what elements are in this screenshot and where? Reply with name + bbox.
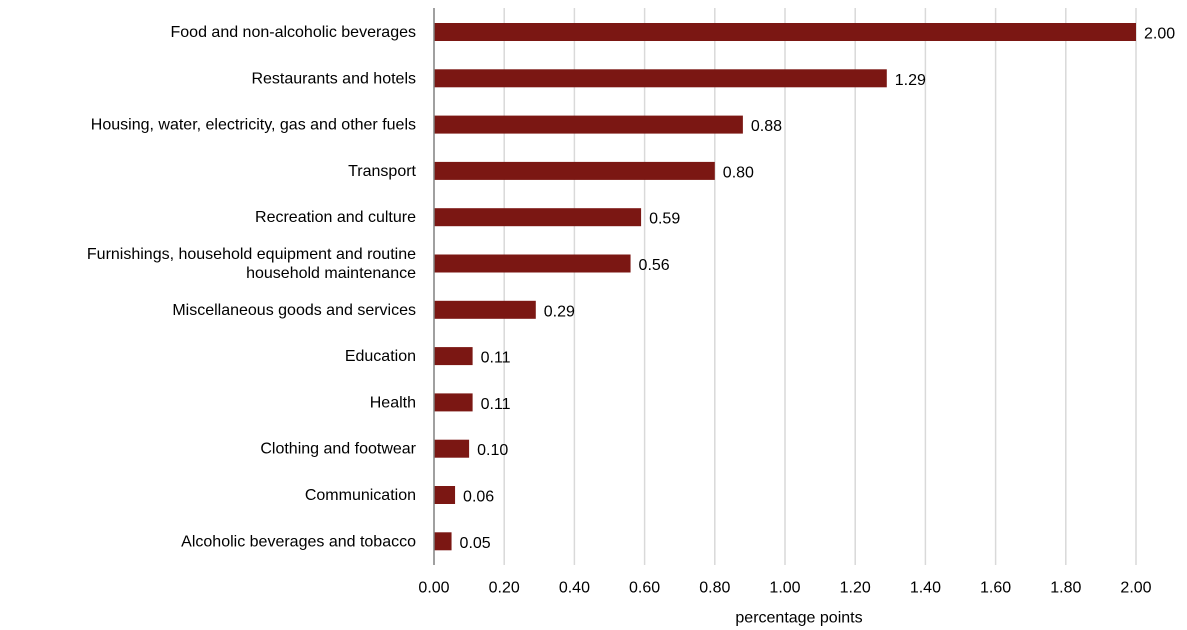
- data-label: 0.06: [463, 489, 494, 506]
- category-label-line: Education: [345, 348, 416, 365]
- data-label: 0.59: [649, 211, 680, 228]
- x-tick-label: 0.40: [559, 580, 590, 597]
- data-label: 0.10: [477, 442, 508, 459]
- bar: [434, 532, 452, 551]
- category-label-line: Food and non-alcoholic beverages: [171, 24, 417, 41]
- category-label: Food and non-alcoholic beverages: [171, 24, 417, 41]
- category-label: Communication: [305, 487, 416, 504]
- bar: [434, 115, 743, 134]
- category-label-line: Transport: [348, 162, 416, 179]
- category-label: Alcoholic beverages and tobacco: [181, 533, 416, 550]
- data-label: 0.56: [639, 257, 670, 274]
- category-label-line: Restaurants and hotels: [251, 70, 416, 87]
- category-label-line: Recreation and culture: [255, 209, 416, 226]
- category-label-line: household maintenance: [246, 265, 416, 282]
- bar: [434, 161, 715, 180]
- category-label: Transport: [348, 162, 416, 179]
- x-tick-label: 0.80: [699, 580, 730, 597]
- category-label: Recreation and culture: [255, 209, 416, 226]
- x-tick-label: 0.00: [418, 580, 449, 597]
- category-label-line: Alcoholic beverages and tobacco: [181, 533, 416, 550]
- x-tick-label: 1.60: [980, 580, 1011, 597]
- category-label-line: Furnishings, household equipment and rou…: [87, 246, 416, 263]
- category-label-line: Communication: [305, 487, 416, 504]
- category-label: Restaurants and hotels: [251, 70, 416, 87]
- category-label-line: Miscellaneous goods and services: [172, 301, 416, 318]
- category-label-line: Housing, water, electricity, gas and oth…: [91, 116, 416, 133]
- bar: [434, 486, 456, 504]
- category-label: Housing, water, electricity, gas and oth…: [91, 116, 416, 133]
- data-label: 0.80: [723, 164, 754, 181]
- data-label: 1.29: [895, 72, 926, 89]
- category-label: Clothing and footwear: [260, 440, 416, 457]
- x-tick-label: 0.20: [489, 580, 520, 597]
- bar: [434, 208, 642, 227]
- bar: [434, 439, 470, 458]
- bars: [434, 23, 1136, 551]
- data-label: 0.88: [751, 118, 782, 135]
- bar: [434, 393, 473, 412]
- data-label: 0.29: [544, 303, 575, 320]
- x-tick-label: 2.00: [1120, 580, 1151, 597]
- gridlines: [503, 8, 1137, 565]
- data-label: 0.11: [481, 396, 511, 413]
- data-label: 0.11: [481, 350, 511, 367]
- category-label: Miscellaneous goods and services: [172, 301, 416, 318]
- data-labels: 2.00 1.29 0.88 0.80 0.59 0.56 0.29 0.11 0.11 0.10…: [460, 26, 1176, 552]
- category-label: Education: [345, 348, 416, 365]
- category-label: Furnishings, household equipment and rou…: [87, 246, 416, 282]
- category-labels: Food and non-alcoholic beverages Restaura…: [87, 24, 417, 550]
- data-label: 2.00: [1144, 26, 1175, 43]
- bar: [434, 254, 631, 273]
- x-tick-label: 1.00: [769, 580, 800, 597]
- category-label: Health: [370, 394, 416, 411]
- bar: [434, 300, 536, 319]
- bar: [434, 69, 887, 88]
- data-label: 0.05: [460, 535, 491, 552]
- category-label-line: Health: [370, 394, 416, 411]
- bar: [434, 347, 473, 366]
- category-label-line: Clothing and footwear: [260, 440, 416, 457]
- bar: [434, 23, 1136, 41]
- x-tick-label: 0.60: [629, 580, 660, 597]
- x-tick-label: 1.40: [910, 580, 941, 597]
- x-axis-title: percentage points: [735, 610, 862, 627]
- x-tick-label: 1.80: [1050, 580, 1081, 597]
- x-tick-label: 1.20: [840, 580, 871, 597]
- x-tick-labels: 0.00 0.20 0.40 0.60 0.80 1.00 1.20 1.40 1.60 1.80…: [418, 580, 1151, 597]
